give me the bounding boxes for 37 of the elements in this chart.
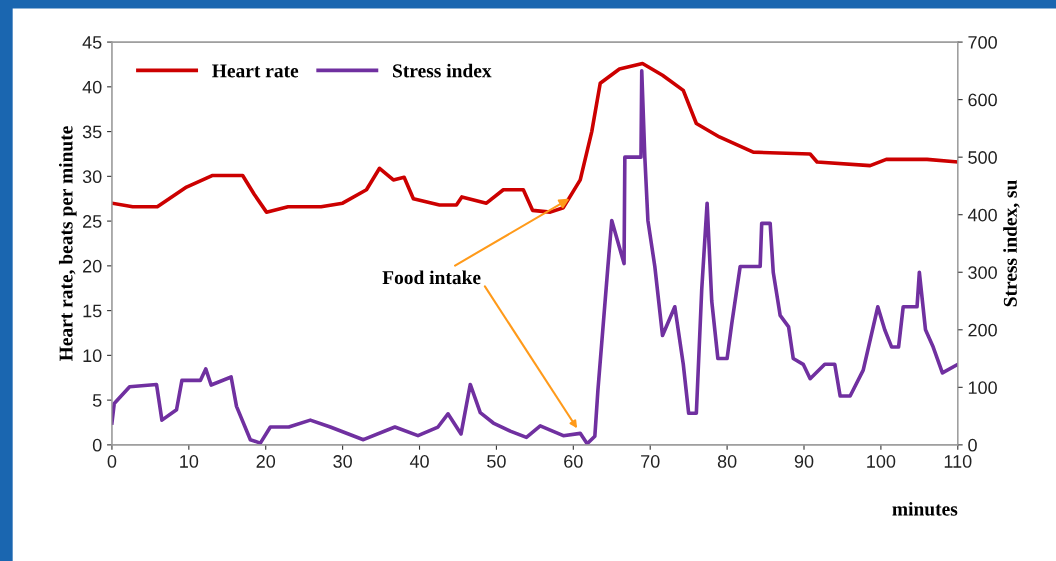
x-tick-label: 40: [409, 455, 429, 468]
x-tick-label: 20: [256, 455, 276, 468]
y-tick-label: 5: [92, 394, 102, 407]
x-tick-label: 90: [794, 455, 814, 468]
y-tick-label: 10: [83, 349, 102, 363]
x-tick-label: 110: [944, 455, 972, 468]
y2-axis-title: Stress index, su: [1003, 180, 1020, 307]
y-axis-title: Heart rate, beats per minute: [58, 126, 77, 361]
y2-tick-label: 0: [968, 438, 977, 452]
x-tick-label: 50: [487, 455, 506, 468]
y-tick-label: 35: [82, 125, 102, 139]
x-tick-label: 60: [564, 455, 583, 468]
y-tick-label: 20: [83, 259, 102, 273]
y2-tick-label: 600: [968, 93, 997, 107]
x-tick-label: 10: [180, 455, 199, 468]
y2-tick-label: 200: [968, 323, 997, 337]
line-series: [111, 61, 958, 214]
x-tick-label: 30: [333, 455, 352, 468]
x-tick-label: 0: [107, 455, 117, 468]
y-tick-label: 15: [83, 304, 102, 318]
x-tick-label: 70: [641, 455, 660, 468]
legend-label: Heart rate: [212, 64, 299, 78]
y-tick-label: 45: [82, 36, 102, 49]
y-tick-label: 30: [82, 170, 102, 184]
y2-tick-label: 500: [968, 151, 997, 164]
y2-tick-label: 100: [968, 381, 997, 395]
y2-tick-label: 700: [968, 36, 997, 49]
x-tick-label: 80: [717, 455, 737, 468]
y-tick-label: 0: [92, 438, 102, 452]
y2-tick-label: 400: [967, 208, 997, 222]
y2-tick-label: 300: [968, 266, 997, 279]
y-tick-label: 40: [82, 80, 102, 94]
annotation: Food intake: [382, 270, 481, 285]
y-tick-label: 25: [83, 215, 102, 228]
x-axis-title: minutes: [892, 501, 958, 516]
legend-label: Stress index: [393, 63, 492, 78]
x-tick-label: 100: [867, 455, 896, 468]
